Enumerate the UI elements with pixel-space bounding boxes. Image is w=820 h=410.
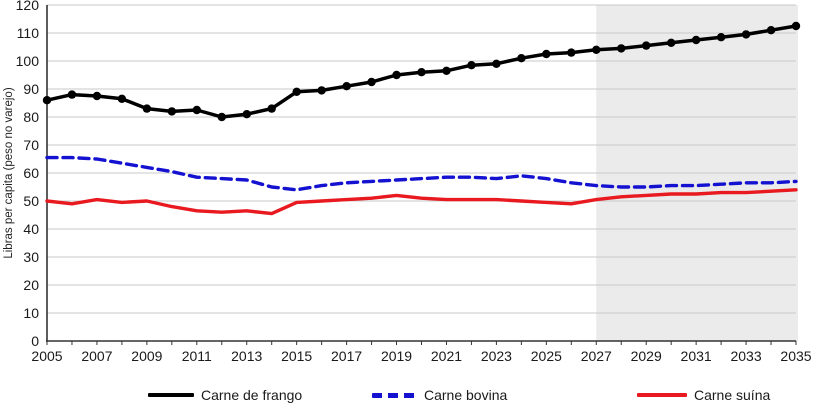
legend-label: Carne suína (694, 387, 771, 403)
data-point-marker (417, 68, 426, 77)
y-axis-label: 110 (17, 25, 40, 41)
y-axis-label: 60 (23, 165, 39, 181)
legend-item-carne-suina: Carne suína (637, 384, 770, 406)
series-line-1 (45, 155, 798, 192)
y-axis-label: 90 (23, 81, 39, 97)
data-point-marker (766, 26, 776, 35)
legend-label: Carne de frango (201, 387, 303, 403)
data-point-marker (292, 87, 301, 97)
data-point-marker (492, 59, 501, 68)
legend-item-carne-de-frango: Carne de frango (148, 384, 302, 406)
y-axis-label: 80 (23, 109, 39, 125)
series-line-2 (45, 188, 798, 216)
data-point-marker (617, 44, 626, 53)
data-point-marker (542, 49, 551, 59)
y-axis-label: 100 (16, 53, 40, 69)
x-axis-label: 2031 (681, 348, 712, 364)
x-axis-label: 2019 (381, 348, 412, 364)
y-axis-label: 120 (16, 0, 40, 13)
y-axis-label: 50 (23, 193, 39, 209)
y-axis-label: 0 (31, 333, 39, 349)
legend: Carne de frango Carne bovina Carne suína (0, 384, 820, 408)
data-point-marker (217, 112, 226, 122)
legend-swatch-solid-red (637, 393, 687, 397)
x-axis-label: 2013 (231, 348, 262, 364)
x-axis-label: 2033 (730, 348, 761, 364)
x-axis-label: 2005 (31, 348, 62, 364)
y-axis-label: 10 (23, 305, 39, 321)
line-chart: 2005 2007 2009 2011 2013 2015 2017 2019 2021 2023… (3, 0, 812, 364)
data-point-marker (467, 60, 476, 70)
x-axis-label: 2025 (531, 348, 562, 364)
data-point-marker (92, 91, 102, 101)
data-point-marker (367, 77, 376, 87)
y-axis-label: 20 (23, 277, 39, 293)
data-point-marker (267, 104, 276, 113)
data-point-marker (592, 45, 601, 54)
data-point-marker (67, 90, 77, 99)
data-point-marker (691, 35, 701, 45)
data-point-marker (192, 105, 201, 115)
data-point-marker (791, 21, 801, 31)
data-point-marker (716, 33, 726, 42)
x-axis-label: 2027 (581, 348, 612, 364)
y-axis-label: 40 (23, 221, 39, 237)
x-axis-label: 2011 (182, 348, 212, 364)
data-point-marker (517, 54, 526, 63)
legend-swatch-solid-black (148, 393, 194, 397)
data-point-marker (42, 96, 52, 105)
data-point-marker (741, 30, 751, 39)
x-axis-label: 2029 (631, 348, 662, 364)
legend-swatch-dashed-blue (372, 392, 417, 398)
y-axis-label: 70 (23, 137, 39, 153)
data-point-marker (442, 66, 451, 76)
x-axis-label: 2035 (780, 348, 811, 364)
data-point-marker (666, 38, 676, 47)
x-axis-label: 2021 (431, 348, 462, 364)
data-point-marker (392, 70, 401, 80)
data-point-marker (242, 110, 251, 119)
y-axis-label: 30 (23, 249, 39, 265)
legend-label: Carne bovina (424, 387, 508, 403)
data-point-marker (642, 41, 651, 50)
data-point-marker (167, 107, 177, 116)
x-axis-label: 2007 (81, 348, 112, 364)
x-axis-label: 2015 (281, 348, 312, 364)
x-axis-label: 2009 (131, 348, 162, 364)
x-axis-label: 2017 (331, 348, 362, 364)
y-axis-title: Libras per capita (peso no varejo) (3, 87, 15, 258)
x-axis-label: 2023 (481, 348, 512, 364)
data-point-marker (142, 104, 152, 113)
data-point-marker (342, 82, 351, 91)
data-point-marker (117, 94, 127, 104)
legend-item-carne-bovina: Carne bovina (372, 384, 507, 406)
data-point-marker (567, 48, 576, 57)
data-point-marker (317, 86, 326, 95)
